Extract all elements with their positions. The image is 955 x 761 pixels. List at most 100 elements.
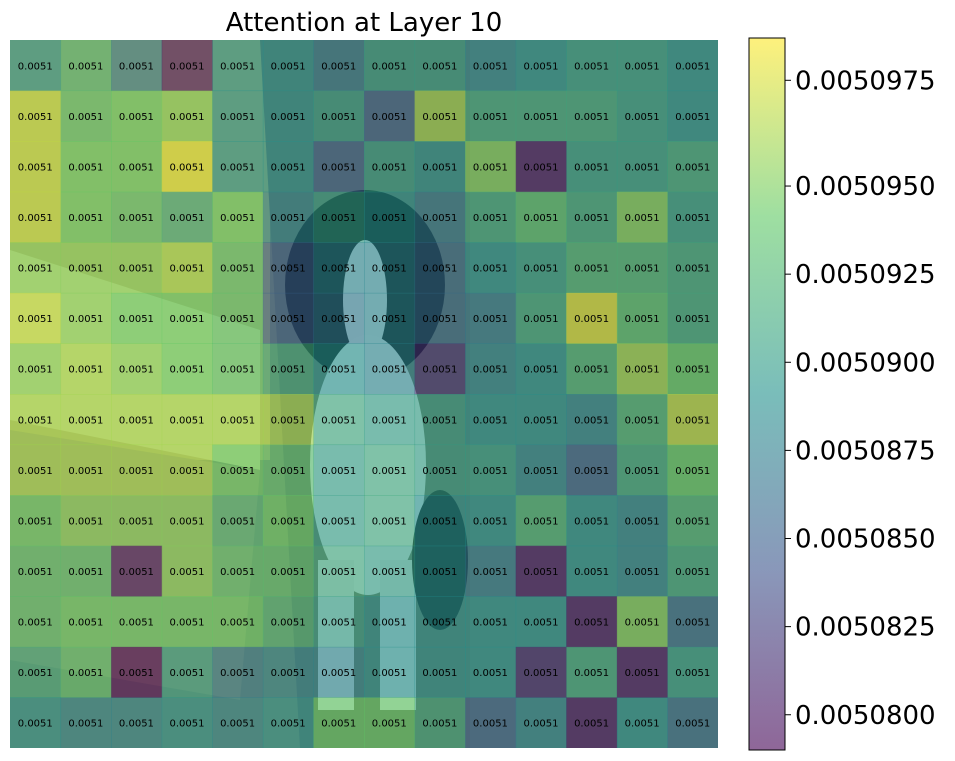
heatmap-cell-label: 0.0051 xyxy=(675,162,710,173)
heatmap-cell xyxy=(10,242,62,294)
heatmap-cell-label: 0.0051 xyxy=(18,112,53,123)
heatmap-cell-label: 0.0051 xyxy=(524,61,559,72)
heatmap-cell xyxy=(667,191,718,243)
heatmap-cell-label: 0.0051 xyxy=(220,567,255,578)
heatmap-cell xyxy=(616,646,668,698)
heatmap-cell-label: 0.0051 xyxy=(119,213,154,224)
heatmap-cell-label: 0.0051 xyxy=(524,668,559,679)
heatmap-cell xyxy=(566,343,618,395)
heatmap-cell xyxy=(161,545,213,597)
heatmap-cell-label: 0.0051 xyxy=(68,112,103,123)
heatmap-cell xyxy=(414,191,466,243)
heatmap-cell-label: 0.0051 xyxy=(675,415,710,426)
heatmap-cell xyxy=(262,343,314,395)
heatmap-cell xyxy=(667,394,718,446)
heatmap-cell xyxy=(10,545,62,597)
colorbar-tick-label: 0.0050950 xyxy=(795,172,936,202)
heatmap-cell-label: 0.0051 xyxy=(625,618,660,629)
heatmap-cell-label: 0.0051 xyxy=(422,618,457,629)
heatmap-cell-label: 0.0051 xyxy=(473,264,508,275)
heatmap-cell xyxy=(515,40,567,92)
heatmap-cell-label: 0.0051 xyxy=(271,365,306,376)
heatmap-cell-label: 0.0051 xyxy=(119,719,154,730)
heatmap-cell xyxy=(212,394,264,446)
heatmap-cell-label: 0.0051 xyxy=(675,61,710,72)
heatmap-cell-label: 0.0051 xyxy=(625,415,660,426)
heatmap-cell xyxy=(616,394,668,446)
heatmap-cell xyxy=(60,191,112,243)
heatmap-cell-label: 0.0051 xyxy=(119,618,154,629)
heatmap-cell-label: 0.0051 xyxy=(18,466,53,477)
heatmap-cell xyxy=(616,242,668,294)
heatmap-cell-label: 0.0051 xyxy=(675,516,710,527)
heatmap-cell xyxy=(465,394,517,446)
heatmap-cell-label: 0.0051 xyxy=(422,668,457,679)
colorbar-tick-label: 0.0050875 xyxy=(795,436,936,466)
heatmap-cell xyxy=(667,545,718,597)
heatmap-cell-label: 0.0051 xyxy=(625,162,660,173)
heatmap-cell xyxy=(515,444,567,496)
heatmap-cell-label: 0.0051 xyxy=(473,516,508,527)
heatmap-cell-label: 0.0051 xyxy=(68,415,103,426)
heatmap-cell-label: 0.0051 xyxy=(524,264,559,275)
heatmap-cell-label: 0.0051 xyxy=(68,162,103,173)
colorbar-tick-label: 0.0050800 xyxy=(795,701,936,731)
heatmap-cell-label: 0.0051 xyxy=(68,61,103,72)
heatmap-cell-label: 0.0051 xyxy=(574,719,609,730)
heatmap-cell xyxy=(10,697,62,748)
heatmap-cell-label: 0.0051 xyxy=(119,415,154,426)
heatmap-cell xyxy=(212,343,264,395)
heatmap-cell-label: 0.0051 xyxy=(422,567,457,578)
heatmap-cell-label: 0.0051 xyxy=(18,567,53,578)
heatmap-cell xyxy=(212,90,264,142)
heatmap-cell-label: 0.0051 xyxy=(321,365,356,376)
heatmap-cell xyxy=(60,545,112,597)
heatmap-cell xyxy=(161,242,213,294)
heatmap-cell xyxy=(667,343,718,395)
heatmap-cell xyxy=(111,292,163,344)
heatmap-cell xyxy=(212,141,264,193)
heatmap-cell-label: 0.0051 xyxy=(68,618,103,629)
heatmap-cell xyxy=(364,191,416,243)
heatmap-cell-label: 0.0051 xyxy=(574,61,609,72)
colorbar-tick-label: 0.0050825 xyxy=(795,613,936,643)
heatmap-cell-label: 0.0051 xyxy=(170,415,205,426)
heatmap-cell-label: 0.0051 xyxy=(574,112,609,123)
heatmap-cell xyxy=(60,646,112,698)
heatmap-cell xyxy=(566,495,618,547)
heatmap-cell xyxy=(313,394,365,446)
heatmap-cell-label: 0.0051 xyxy=(473,668,508,679)
heatmap-cell-label: 0.0051 xyxy=(170,719,205,730)
heatmap-cell-label: 0.0051 xyxy=(372,668,407,679)
heatmap-cell-label: 0.0051 xyxy=(271,213,306,224)
heatmap-cell xyxy=(566,292,618,344)
heatmap-cell-label: 0.0051 xyxy=(271,415,306,426)
heatmap-cell xyxy=(616,292,668,344)
heatmap-cell-label: 0.0051 xyxy=(422,112,457,123)
heatmap-cell xyxy=(212,292,264,344)
heatmap-cell-label: 0.0051 xyxy=(220,314,255,325)
heatmap-cell-label: 0.0051 xyxy=(68,264,103,275)
heatmap-cell-label: 0.0051 xyxy=(625,314,660,325)
heatmap-cell-label: 0.0051 xyxy=(321,668,356,679)
heatmap-cell-label: 0.0051 xyxy=(18,618,53,629)
heatmap-cells: 0.0051 0.0051 0.0051 0.0051 0.0051 0.0051 0.00… xyxy=(10,40,718,748)
heatmap-cell xyxy=(60,90,112,142)
heatmap-cell xyxy=(515,292,567,344)
heatmap-cell xyxy=(212,697,264,748)
heatmap-cell xyxy=(212,646,264,698)
heatmap-cell-label: 0.0051 xyxy=(675,213,710,224)
heatmap-cell xyxy=(10,343,62,395)
heatmap-cell-label: 0.0051 xyxy=(372,618,407,629)
heatmap-cell-label: 0.0051 xyxy=(170,314,205,325)
heatmap-cell-label: 0.0051 xyxy=(321,61,356,72)
heatmap-cell-label: 0.0051 xyxy=(271,567,306,578)
heatmap-cell xyxy=(313,40,365,92)
heatmap-cell-label: 0.0051 xyxy=(574,365,609,376)
heatmap-cell-label: 0.0051 xyxy=(625,567,660,578)
heatmap-cell xyxy=(10,596,62,648)
heatmap-cell xyxy=(10,191,62,243)
heatmap-cell xyxy=(616,90,668,142)
heatmap-cell-label: 0.0051 xyxy=(524,719,559,730)
heatmap-cell-label: 0.0051 xyxy=(625,719,660,730)
